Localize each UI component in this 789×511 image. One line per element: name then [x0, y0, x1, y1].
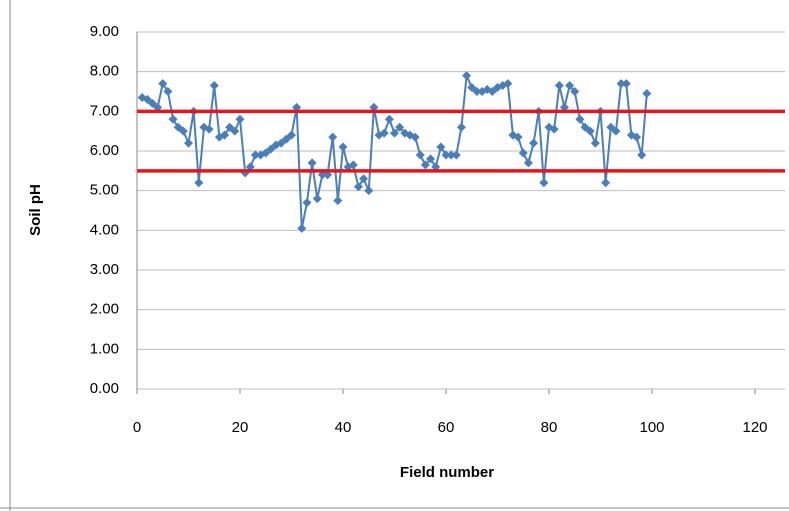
data-point [364, 186, 374, 196]
y-tick-label: 5.00 [90, 182, 119, 199]
data-point [348, 160, 358, 170]
x-tick-label: 80 [541, 419, 558, 436]
y-tick-label: 0.00 [90, 380, 119, 397]
data-point [173, 122, 183, 132]
data-point [467, 83, 477, 93]
data-point [436, 142, 446, 152]
data-point [446, 150, 456, 160]
data-point [225, 122, 235, 132]
data-point [590, 138, 600, 148]
x-tick-label: 40 [335, 419, 352, 436]
data-point [230, 126, 240, 136]
data-point [333, 196, 343, 206]
data-point [307, 158, 317, 168]
data-point [302, 198, 312, 208]
data-point [637, 150, 647, 160]
data-point [606, 122, 616, 132]
x-tick-label: 100 [639, 419, 664, 436]
data-point [523, 158, 533, 168]
y-tick-label: 4.00 [90, 221, 119, 238]
y-tick-label: 3.00 [90, 261, 119, 278]
data-point [462, 71, 472, 81]
data-point [529, 138, 539, 148]
data-point [328, 132, 338, 142]
data-point [168, 114, 178, 124]
data-point [158, 79, 168, 89]
data-point [549, 124, 559, 134]
data-point [426, 154, 436, 164]
data-point [359, 174, 369, 184]
y-tick-label: 8.00 [90, 63, 119, 80]
data-point [616, 79, 626, 89]
data-point [178, 126, 188, 136]
y-tick-label: 2.00 [90, 301, 119, 318]
data-point [565, 81, 575, 91]
data-point [621, 79, 631, 89]
data-point [384, 114, 394, 124]
data-point [441, 150, 451, 160]
x-tick-label: 120 [742, 419, 767, 436]
data-point [235, 114, 245, 124]
data-point [575, 114, 585, 124]
data-point [420, 160, 430, 170]
data-point [209, 81, 219, 91]
x-tick-label: 0 [133, 419, 141, 436]
data-point [261, 148, 271, 158]
data-point [142, 94, 152, 104]
data-point [194, 178, 204, 188]
data-point [570, 87, 580, 96]
x-tick-label: 20 [232, 419, 249, 436]
data-point [204, 124, 214, 134]
data-point [220, 130, 230, 140]
data-point [456, 122, 466, 132]
data-point [266, 144, 276, 154]
data-point [395, 122, 405, 132]
data-point [147, 98, 157, 108]
data-point [632, 132, 642, 142]
data-point [297, 223, 307, 233]
data-point [379, 128, 389, 138]
data-point [518, 148, 528, 158]
data-point [312, 194, 322, 204]
data-point [410, 132, 420, 142]
data-point [390, 128, 399, 138]
data-point [338, 142, 348, 152]
y-tick-label: 6.00 [90, 142, 119, 159]
data-point [601, 178, 611, 188]
x-axis-title: Field number [400, 464, 494, 481]
data-point [451, 150, 461, 160]
data-point [281, 134, 291, 144]
data-point [611, 126, 621, 136]
data-point [184, 138, 193, 148]
data-point [503, 79, 513, 89]
data-point [163, 87, 173, 96]
data-point [554, 81, 564, 91]
y-tick-label: 9.00 [90, 23, 119, 40]
data-point [585, 126, 595, 136]
data-point [642, 88, 652, 98]
data-point [580, 122, 590, 132]
y-axis-title: Soil pH [27, 184, 44, 236]
data-point [276, 138, 286, 148]
data-point [415, 150, 425, 160]
data-point [472, 87, 482, 96]
data-point [353, 182, 363, 192]
data-point [287, 130, 296, 140]
y-tick-label: 7.00 [90, 102, 119, 119]
x-tick-label: 60 [438, 419, 455, 436]
data-point [487, 87, 497, 96]
data-point [513, 132, 523, 142]
data-point [250, 150, 260, 160]
data-point [539, 178, 549, 188]
y-tick-label: 1.00 [90, 340, 119, 357]
